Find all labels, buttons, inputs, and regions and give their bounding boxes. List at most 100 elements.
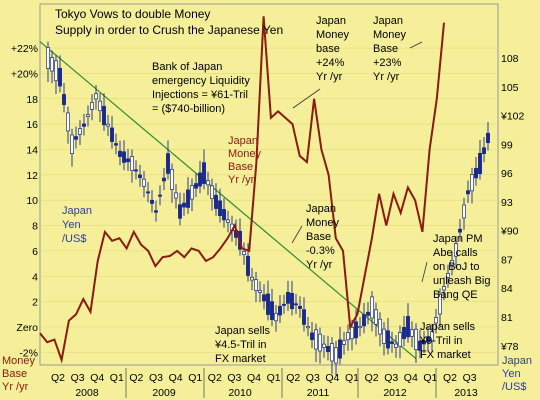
annotation-line: Base xyxy=(373,43,398,55)
annotation-line: Money xyxy=(306,217,340,229)
yen-candle-body xyxy=(306,326,310,329)
yen-candle-body xyxy=(242,251,246,256)
yen-candle-body xyxy=(314,329,318,350)
yen-candle-body xyxy=(250,276,254,281)
x-tick-label: Q4 xyxy=(90,372,104,384)
yen-candle-body xyxy=(282,303,286,306)
yen-candle-body xyxy=(382,328,386,344)
chart-title: Tokyo Vows to double Money Supply in ord… xyxy=(55,7,283,37)
right-tick-label: 105 xyxy=(501,82,519,94)
annotation-line: = ($740-billion) xyxy=(152,103,225,115)
yen-candle-body xyxy=(286,291,290,304)
yen-candle-body xyxy=(354,321,358,339)
annotation-line: +23% xyxy=(373,57,402,69)
year-labels: 2008 2009 2010 2011 2012 2013 xyxy=(75,368,478,399)
yen-candle-body xyxy=(50,57,54,72)
yen-candle-body xyxy=(438,294,442,315)
annotation-line: Japan sells xyxy=(215,325,271,337)
x-tick-label: Q4 xyxy=(325,372,339,384)
trend-line-path xyxy=(39,41,417,360)
right-tick-label: 81 xyxy=(501,312,513,324)
yen-candle-body xyxy=(358,326,362,329)
yen-candle-body xyxy=(114,143,118,146)
yen-candle-body xyxy=(414,328,418,351)
x-tick-label: Q2 xyxy=(129,372,143,384)
annotation-line: Yr /yr xyxy=(373,71,400,83)
annotation-line: Japan xyxy=(306,203,336,215)
annotation-mbneg: Japan Money Base -0.3% Yr /yr xyxy=(306,203,340,271)
left-tick-label: 16 xyxy=(26,119,38,131)
x-tick-label: Q2 xyxy=(365,372,379,384)
x-tick-label: Q1 xyxy=(423,372,437,384)
money-base-series xyxy=(39,16,445,364)
x-tick-label: Q1 xyxy=(267,372,281,384)
annotation-line: Base xyxy=(306,231,331,243)
yen-series xyxy=(46,41,490,376)
yen-candle-body xyxy=(426,336,430,343)
yen-candle-body xyxy=(334,347,338,364)
left-axis-label: Money Base Yr /yr xyxy=(2,355,38,393)
yen-candle-body xyxy=(130,156,134,171)
yen-candle-body xyxy=(302,309,306,325)
annotation-mbred: Japan Money Base Yr /yr xyxy=(228,135,262,186)
annotation-mb24: Japan Money base +24% Yr /yr xyxy=(316,15,350,83)
yen-candle-body xyxy=(78,128,82,135)
left-tick-label: -2% xyxy=(19,347,38,359)
x-axis-ticks: Q2 Q3 Q4 Q1 Q2 Q3 Q4 Q1 Q2 Q3 Q4 Q1 Q2 Q3 Q4 Q1 Q2 Q3 Q4 Q1… xyxy=(51,372,477,384)
right-tick-label: 87 xyxy=(501,254,513,266)
year-label: 2011 xyxy=(307,387,330,399)
yen-candle-body xyxy=(126,158,130,163)
left-tick-label: 8 xyxy=(32,221,38,233)
yen-candle-body xyxy=(170,169,174,190)
x-tick-label: Q4 xyxy=(404,372,418,384)
yen-candle-body xyxy=(90,102,94,110)
annotation-sells9: Japan sells ¥9-Tril in FX market xyxy=(419,321,476,361)
left-tick-label: +22% xyxy=(11,43,38,55)
yen-candle-body xyxy=(454,243,458,257)
chart-title-line1: Tokyo Vows to double Money xyxy=(55,7,210,21)
yen-candle-body xyxy=(218,200,222,217)
yen-candle-body xyxy=(278,305,282,316)
annotation-line: Bank of Japan xyxy=(152,61,222,73)
yen-candle-body xyxy=(298,305,302,309)
yen-candle-body xyxy=(82,123,86,127)
grid xyxy=(40,47,498,353)
yen-candle-body xyxy=(202,162,206,184)
yen-candle-body xyxy=(222,209,226,221)
annotation-line: FX market xyxy=(420,349,471,361)
yen-candle-body xyxy=(374,309,378,325)
x-tick-label: Q4 xyxy=(169,372,183,384)
yen-candle-body xyxy=(158,194,162,197)
yen-candle-body xyxy=(330,343,334,362)
yen-candle-body xyxy=(370,296,374,319)
annotation-line: unleash Big xyxy=(433,275,491,287)
yen-candle-body xyxy=(150,199,154,204)
annotation-line: Yr /yr xyxy=(228,174,255,186)
annotation-line: base xyxy=(316,43,340,55)
yen-candle-body xyxy=(198,172,202,187)
yen-candle-body xyxy=(98,100,102,112)
x-tick-label: Q2 xyxy=(286,372,300,384)
left-tick-label: 2 xyxy=(32,297,38,309)
yen-candle-body xyxy=(450,260,454,266)
x-tick-label: Q3 xyxy=(384,372,398,384)
chart-title-line2: Supply in order to Crush the Japanese Ye… xyxy=(55,23,283,37)
yen-candle-body xyxy=(214,194,218,209)
annotation-line: Yen xyxy=(62,219,81,231)
annotation-line: Japan PM xyxy=(433,233,483,245)
yen-candle-body xyxy=(66,112,70,132)
yen-candle-body xyxy=(270,301,274,320)
annotation-boj: Bank of Japan emergency Liquidity Injectio… xyxy=(152,61,250,115)
x-tick-label: Q1 xyxy=(345,372,359,384)
yen-candle-body xyxy=(70,134,74,155)
yen-candle-body xyxy=(190,185,194,200)
yen-candle-body xyxy=(262,294,266,302)
yen-candle-body xyxy=(102,105,106,126)
left-tick-label: 14 xyxy=(26,144,38,156)
x-tick-label: Q1 xyxy=(188,372,202,384)
yen-candle-body xyxy=(366,311,370,316)
yen-candle-body xyxy=(466,190,470,195)
yen-candle-body xyxy=(326,345,330,353)
yen-candle-body xyxy=(182,202,186,208)
annotation-pointer xyxy=(421,261,428,283)
